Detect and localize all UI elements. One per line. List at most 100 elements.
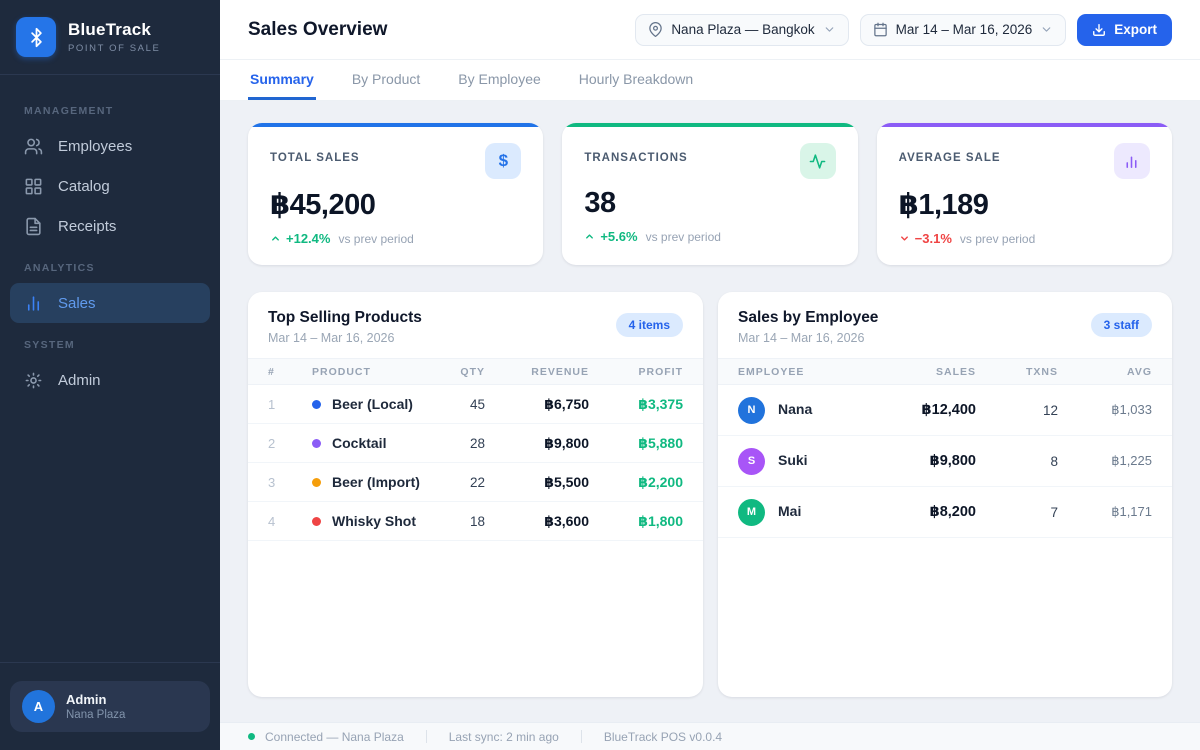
- product-qty: 18: [469, 513, 485, 529]
- sidebar-footer: A Admin Nana Plaza: [0, 662, 220, 750]
- sidebar-item-label: Catalog: [58, 177, 110, 195]
- employee-name: Mai: [778, 503, 802, 519]
- sidebar-item-admin[interactable]: Admin: [10, 360, 210, 400]
- col-txns: TXNS: [1025, 365, 1058, 378]
- kpi-card-average-sale: AVERAGE SALE ฿1,189 −3.1% vs prev period: [876, 123, 1172, 265]
- employees-table-header: EMPLOYEE SALES TXNS AVG: [718, 358, 1172, 385]
- col-qty: QTY: [460, 365, 485, 378]
- main-area: Sales Overview Nana Plaza — Bangkok Mar …: [220, 0, 1200, 750]
- location-select[interactable]: Nana Plaza — Bangkok: [635, 13, 849, 46]
- user-card[interactable]: A Admin Nana Plaza: [10, 681, 210, 732]
- download-icon: [1092, 23, 1106, 37]
- kpi-accent-bar: [562, 123, 858, 127]
- export-button[interactable]: Export: [1077, 13, 1172, 46]
- product-rank: 4: [268, 513, 276, 529]
- panel-title: Sales by Employee: [738, 309, 879, 326]
- product-name: Beer (Local): [332, 396, 413, 412]
- table-row[interactable]: 4 Whisky Shot 18 ฿3,600 ฿1,800: [248, 502, 703, 541]
- product-rank: 2: [268, 435, 276, 451]
- product-profit: ฿3,375: [638, 395, 683, 412]
- product-profit: ฿1,800: [638, 512, 683, 529]
- product-profit: ฿2,200: [638, 473, 683, 490]
- sidebar-item-catalog[interactable]: Catalog: [10, 166, 210, 206]
- calendar-icon: [873, 22, 888, 37]
- date-range-select[interactable]: Mar 14 – Mar 16, 2026: [859, 13, 1067, 46]
- table-row[interactable]: 2 Cocktail 28 ฿9,800 ฿5,880: [248, 424, 703, 463]
- table-row[interactable]: S Suki ฿9,800 8 ฿1,225: [718, 436, 1172, 487]
- tab-summary[interactable]: Summary: [248, 60, 316, 100]
- user-name: Admin: [66, 692, 107, 707]
- col-sales: SALES: [935, 365, 976, 378]
- status-bar: Connected — Nana Plaza Last sync: 2 min …: [220, 722, 1200, 750]
- chevron-down-icon: [823, 23, 836, 36]
- items-count-badge: 4 items: [615, 313, 683, 337]
- app-tagline: POINT OF SALE: [68, 43, 161, 54]
- users-icon: [24, 137, 43, 156]
- activity-icon: [799, 143, 836, 179]
- page-title: Sales Overview: [248, 18, 388, 40]
- kpi-value: 38: [584, 187, 616, 219]
- employee-avg: ฿1,225: [1111, 453, 1152, 468]
- table-row[interactable]: M Mai ฿8,200 7 ฿1,171: [718, 487, 1172, 538]
- app-name: BlueTrack: [68, 20, 152, 39]
- sidebar-item-receipts[interactable]: Receipts: [10, 206, 210, 246]
- panel-subtitle: Mar 14 – Mar 16, 2026: [268, 331, 395, 345]
- nav-section-system: SYSTEM: [24, 339, 75, 351]
- date-range-value: Mar 14 – Mar 16, 2026: [895, 22, 1033, 37]
- sidebar-item-employees[interactable]: Employees: [10, 126, 210, 166]
- chevron-down-icon: [899, 233, 910, 244]
- bars-icon: [1113, 143, 1150, 179]
- gear-icon: [24, 371, 43, 390]
- employee-name: Nana: [778, 401, 813, 417]
- kpi-delta-note: vs prev period: [338, 231, 414, 246]
- employee-avg: ฿1,171: [1111, 504, 1152, 519]
- bluetooth-icon: [16, 17, 56, 57]
- col-profit: PROFIT: [638, 365, 683, 378]
- product-qty: 28: [469, 435, 485, 451]
- employee-avg: ฿1,033: [1111, 402, 1152, 417]
- tab-hourly-breakdown[interactable]: Hourly Breakdown: [578, 70, 694, 87]
- kpi-value: ฿45,200: [270, 189, 376, 221]
- avatar: S: [738, 447, 765, 475]
- sidebar-item-label: Sales: [58, 294, 96, 312]
- product-dot: [312, 438, 321, 448]
- kpi-value: ฿1,189: [898, 189, 989, 221]
- sidebar: BlueTrack POINT OF SALE MANAGEMENT Emplo…: [0, 0, 220, 750]
- product-qty: 45: [469, 396, 485, 412]
- product-dot: [312, 516, 321, 526]
- nav-section-analytics: ANALYTICS: [24, 262, 95, 274]
- panel-row: Top Selling Products Mar 14 – Mar 16, 20…: [248, 292, 1172, 697]
- col-rank: #: [268, 365, 275, 378]
- content: TOTAL SALES $ ฿45,200 +12.4% vs prev per…: [220, 101, 1200, 722]
- kpi-label: AVERAGE SALE: [898, 152, 1001, 164]
- app-version: BlueTrack POS v0.0.4: [603, 729, 723, 744]
- kpi-card-transactions: TRANSACTIONS 38 +5.6% vs prev period: [562, 123, 858, 265]
- product-rank: 1: [268, 396, 276, 412]
- sidebar-item-sales[interactable]: Sales: [10, 283, 210, 323]
- grid-icon: [24, 177, 43, 196]
- kpi-delta-note: vs prev period: [959, 231, 1036, 246]
- product-dot: [312, 399, 321, 409]
- table-row[interactable]: 1 Beer (Local) 45 ฿6,750 ฿3,375: [248, 385, 703, 424]
- table-row[interactable]: 3 Beer (Import) 22 ฿5,500 ฿2,200: [248, 463, 703, 502]
- col-employee: EMPLOYEE: [738, 365, 805, 378]
- receipt-icon: [24, 217, 43, 236]
- kpi-delta: +12.4%: [286, 231, 331, 246]
- kpi-label: TRANSACTIONS: [584, 152, 688, 164]
- dollar-icon: $: [485, 143, 522, 179]
- tab-by-product[interactable]: By Product: [351, 70, 421, 87]
- panel-title: Top Selling Products: [268, 309, 422, 326]
- employee-sales: ฿9,800: [929, 453, 976, 469]
- table-row[interactable]: N Nana ฿12,400 12 ฿1,033: [718, 385, 1172, 436]
- product-revenue: ฿3,600: [544, 512, 589, 529]
- panel-subtitle: Mar 14 – Mar 16, 2026: [738, 331, 865, 345]
- avatar: N: [738, 396, 765, 424]
- product-name: Whisky Shot: [332, 513, 417, 529]
- products-table-header: # PRODUCT QTY REVENUE PROFIT: [248, 358, 703, 385]
- export-label: Export: [1114, 22, 1157, 37]
- kpi-delta: +5.6%: [600, 229, 638, 244]
- kpi-row: TOTAL SALES $ ฿45,200 +12.4% vs prev per…: [248, 123, 1172, 265]
- tab-by-employee[interactable]: By Employee: [458, 70, 541, 87]
- top-selling-products-panel: Top Selling Products Mar 14 – Mar 16, 20…: [248, 292, 703, 697]
- product-qty: 22: [469, 474, 485, 490]
